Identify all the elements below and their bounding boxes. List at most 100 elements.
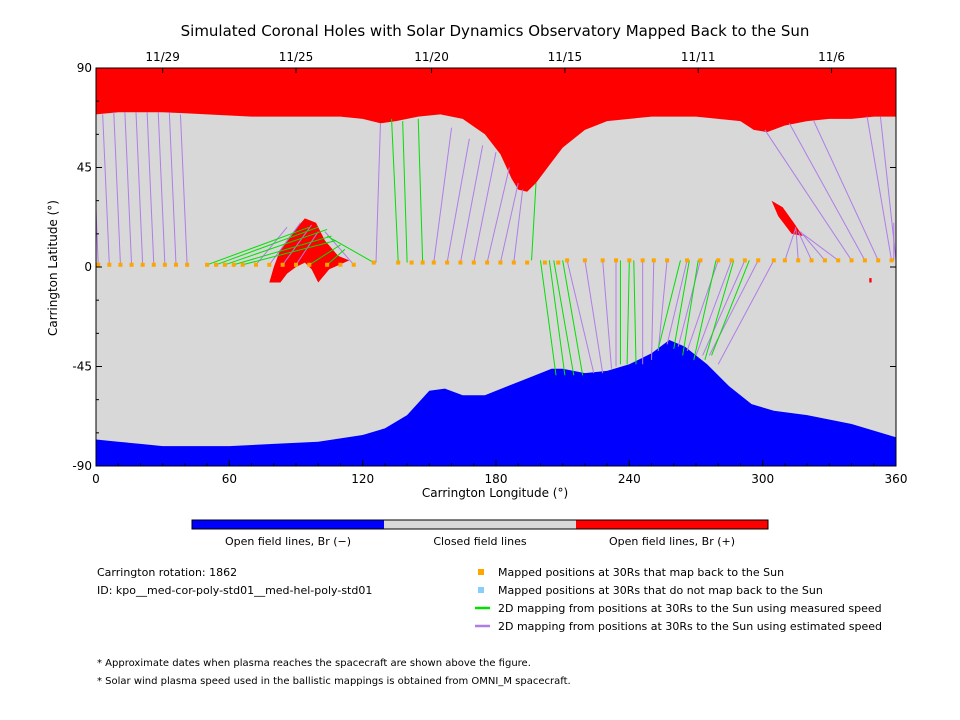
mapped-point-47 (729, 258, 734, 263)
top-date-label: 11/15 (548, 50, 583, 64)
mapped-point-38 (600, 258, 605, 263)
estimated-line-20 (499, 182, 519, 263)
y-tick-label: -90 (72, 459, 92, 473)
mapped-point-23 (396, 260, 401, 265)
y-tick-label: 0 (84, 260, 92, 274)
estimated-line-41 (764, 129, 852, 261)
mapped-point-58 (876, 258, 881, 263)
measured-line-23 (704, 260, 735, 361)
y-tick-label: 90 (77, 61, 92, 75)
mapped-point-57 (862, 258, 867, 263)
measured-line-3 (233, 235, 332, 266)
mapped-point-55 (836, 258, 841, 263)
south-open-field-region (96, 340, 896, 466)
mapped-points (96, 258, 894, 267)
mapped-point-3 (129, 262, 134, 267)
mapped-point-6 (162, 262, 167, 267)
measured-line-2 (224, 228, 328, 266)
mapped-point-30 (485, 260, 490, 265)
mapped-point-21 (351, 262, 356, 267)
x-tick-label: 300 (751, 472, 774, 486)
mapped-point-33 (525, 260, 530, 265)
colorbar-frame (191, 519, 769, 530)
y-axis-label: Carrington Latitude (°) (46, 200, 60, 336)
mapped-point-50 (771, 258, 776, 263)
axes: 0 60 120 180 240 300 360 90 45 0 -45 -90 11/29 11/25 1… (72, 50, 907, 486)
measured-line-22 (693, 260, 717, 360)
mapped-point-34 (542, 260, 547, 265)
mapped-point-59 (889, 258, 894, 263)
estimated-line-35 (717, 260, 775, 365)
top-date-label: 11/20 (414, 50, 449, 64)
mapped-point-41 (640, 258, 645, 263)
mapped-point-44 (685, 258, 690, 263)
mapped-point-5 (151, 262, 156, 267)
measured-line-20 (673, 260, 690, 349)
estimated-line-2 (113, 112, 121, 265)
measured-line-8 (391, 118, 399, 263)
mapped-point-14 (254, 262, 258, 267)
measured-line-12 (539, 260, 557, 376)
mapped-point-51 (782, 258, 787, 263)
estimated-line-37 (795, 229, 799, 261)
mapped-point-10 (214, 262, 218, 267)
y-tick-label: -45 (72, 360, 92, 374)
estimated-line-21 (513, 189, 524, 263)
x-tick-label: 0 (92, 472, 100, 486)
footnote-dates: * Approximate dates when plasma reaches … (97, 658, 531, 669)
estimated-line-3 (124, 112, 133, 265)
colorbar-label-positive: Open field lines, Br (+) (609, 535, 735, 548)
estimated-line-8 (179, 114, 188, 265)
measured-line-21 (682, 260, 699, 356)
measured-line-14 (553, 260, 575, 376)
estimated-line-19 (486, 167, 510, 263)
x-tick-label: 120 (351, 472, 374, 486)
chart-title: Simulated Coronal Holes with Solar Dynam… (181, 22, 810, 40)
mapped-point-26 (431, 260, 436, 265)
measured-line-4 (242, 239, 337, 266)
mapped-point-31 (498, 260, 503, 265)
top-date-label: 11/29 (145, 50, 180, 64)
legend-mapped-swatch (478, 569, 484, 575)
mapped-point-25 (420, 260, 425, 265)
estimated-line-23 (584, 260, 604, 374)
mapped-point-0 (96, 262, 101, 267)
mapped-point-52 (796, 258, 801, 263)
mapped-point-56 (849, 258, 854, 263)
north-open-field-region (96, 68, 896, 192)
legend-mapped-label: Mapped positions at 30Rs that map back t… (498, 566, 784, 579)
estimated-line-36 (784, 227, 797, 261)
x-axis-label: Carrington Longitude (°) (422, 486, 568, 500)
mapped-point-39 (614, 258, 618, 263)
measured-line-9 (402, 121, 408, 263)
mapped-point-53 (809, 258, 814, 263)
legend-estimated-label: 2D mapping from positions at 30Rs to the… (498, 620, 882, 633)
mapped-point-28 (458, 260, 463, 265)
mapped-point-13 (240, 262, 245, 267)
estimated-line-16 (446, 138, 470, 263)
estimated-line-15 (433, 127, 453, 263)
legend: Mapped positions at 30Rs that map back t… (475, 566, 882, 633)
positive-patch-2 (869, 278, 872, 283)
legend-unmapped-label: Mapped positions at 30Rs that do not map… (498, 584, 823, 597)
measured-line-18 (633, 260, 637, 365)
mapped-point-9 (205, 262, 210, 267)
measured-speed-lines (206, 118, 750, 376)
estimated-line-28 (657, 260, 668, 352)
estimated-line-39 (800, 231, 826, 261)
estimated-line-44 (866, 116, 893, 261)
mapped-point-1 (107, 262, 112, 267)
estimated-speed-lines (95, 112, 897, 374)
estimated-line-4 (135, 112, 144, 265)
legend-unmapped-swatch (478, 587, 484, 593)
measured-line-1 (215, 226, 319, 266)
estimated-line-32 (695, 260, 733, 356)
model-id-text: ID: kpo__med-cor-poly-std01__med-hel-pol… (97, 584, 372, 597)
estimated-line-40 (802, 233, 839, 261)
carrington-rotation-text: Carrington rotation: 1862 (97, 566, 237, 579)
mapped-point-8 (185, 262, 190, 267)
top-date-label: 11/6 (818, 50, 845, 64)
estimated-line-9 (255, 226, 288, 266)
mapped-point-35 (556, 260, 561, 265)
